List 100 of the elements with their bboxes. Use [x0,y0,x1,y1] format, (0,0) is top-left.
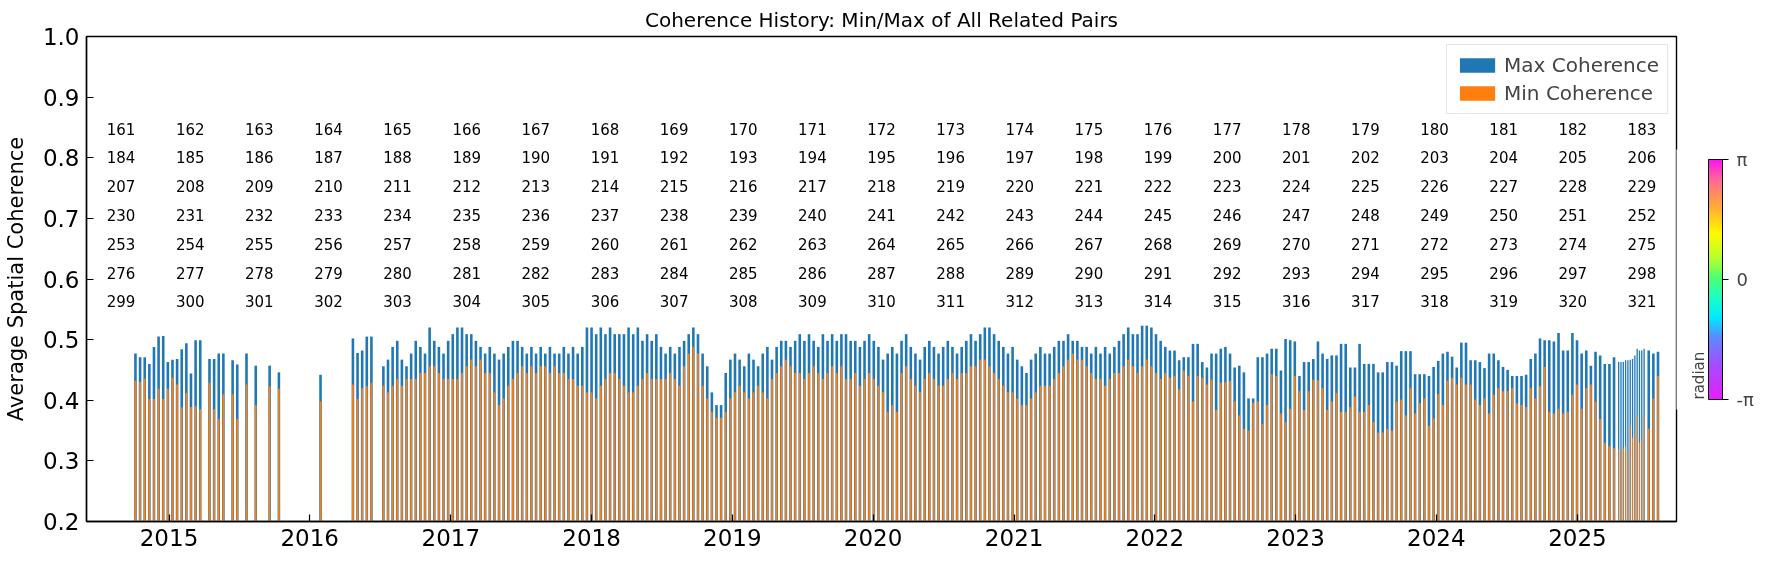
annotation: 193 [728,149,758,168]
annotation: 205 [1558,149,1588,168]
x-tick-label: 2020 [843,524,903,551]
annotation: 215 [659,178,689,197]
annotation: 172 [867,120,896,139]
annotation: 280 [383,264,412,283]
annotation: 235 [452,207,482,226]
annotation: 311 [936,293,965,312]
annotation: 219 [936,178,965,197]
annotation: 179 [1351,120,1380,139]
y-tick-label: 0.7 [42,205,80,232]
x-tick-label: 2022 [1125,524,1185,551]
annotation: 238 [659,207,689,226]
annotation: 221 [1074,178,1104,197]
y-tick-label: 0.6 [42,266,80,293]
color-bar-label: -π [1736,389,1754,410]
annotation: 161 [106,120,136,139]
annotation: 222 [1143,178,1173,197]
annotation: 183 [1627,120,1657,139]
annotation: 256 [314,235,343,254]
annotation: 319 [1489,293,1518,312]
y-tick-label: 0.5 [42,327,80,354]
annotation: 308 [728,293,758,312]
annotation: 214 [590,178,620,197]
annotation: 163 [245,120,274,139]
y-axis-title: Average Spatial Coherence [3,136,28,422]
annotation: 195 [867,149,896,168]
annotation: 265 [936,235,965,254]
y-tick-label: 0.3 [42,448,80,475]
annotation: 218 [867,178,896,197]
x-tick-label: 2019 [703,524,762,551]
color-bar-label: 0 [1736,269,1748,290]
annotation: 213 [521,178,551,197]
annotation: 250 [1489,207,1518,226]
annotation: 204 [1489,149,1518,168]
annotation: 184 [106,149,136,168]
annotation: 272 [1420,235,1449,254]
annotation: 273 [1489,235,1518,254]
annotation: 269 [1212,235,1242,254]
annotation: 262 [728,235,758,254]
annotation: 232 [245,207,274,226]
annotation: 178 [1281,120,1311,139]
annotation: 286 [798,264,827,283]
annotation: 243 [1005,207,1035,226]
annotation: 282 [521,264,551,283]
annotation: 301 [245,293,274,312]
annotation: 292 [1212,264,1242,283]
annotation: 171 [798,120,827,139]
annotation: 223 [1212,178,1242,197]
annotation: 257 [383,235,412,254]
annotation: 276 [106,264,136,283]
annotation: 283 [590,264,620,283]
annotation: 189 [452,149,482,168]
annotation: 162 [175,120,205,139]
annotation: 248 [1351,207,1380,226]
annotation: 217 [798,178,827,197]
annotation: 314 [1143,293,1173,312]
annotation: 201 [1281,149,1311,168]
x-tick-label: 2015 [139,524,199,551]
annotation: 227 [1489,178,1518,197]
x-tick-label: 2017 [421,524,481,551]
annotation: 174 [1005,120,1035,139]
annotation: 278 [245,264,274,283]
annotation: 167 [521,120,551,139]
annotation: 321 [1627,293,1657,312]
annotation: 200 [1212,149,1242,168]
annotation: 253 [106,235,136,254]
chart-title: Coherence History: Min/Max of All Related Pairs [644,7,1119,32]
annotation: 297 [1558,264,1588,283]
annotation: 176 [1143,120,1173,139]
annotation: 287 [867,264,896,283]
annotation: 197 [1005,149,1035,168]
annotation: 315 [1212,293,1242,312]
annotation: 302 [314,293,343,312]
annotation: 305 [521,293,551,312]
color-bar-label: π [1736,149,1748,170]
annotation: 251 [1558,207,1588,226]
annotation: 274 [1558,235,1588,254]
annotation: 180 [1420,120,1449,139]
annotation: 289 [1005,264,1035,283]
annotation: 259 [521,235,551,254]
x-tick-label: 2018 [562,524,621,551]
annotation: 295 [1420,264,1449,283]
annotation: 236 [521,207,551,226]
annotation: 202 [1351,149,1380,168]
annotation: 234 [383,207,412,226]
annotation: 240 [798,207,827,226]
y-tick-label: 1.0 [42,24,80,50]
color-bar-title: radian [1689,351,1708,400]
annotation: 309 [798,293,827,312]
annotation: 166 [452,120,482,139]
annotation: 246 [1212,207,1242,226]
annotation: 298 [1627,264,1657,283]
annotation: 317 [1351,293,1380,312]
annotation: 320 [1558,293,1588,312]
annotation: 275 [1627,235,1657,254]
annotation: 194 [798,149,827,168]
annotation: 188 [383,149,412,168]
annotation: 247 [1281,207,1311,226]
annotation: 225 [1351,178,1380,197]
